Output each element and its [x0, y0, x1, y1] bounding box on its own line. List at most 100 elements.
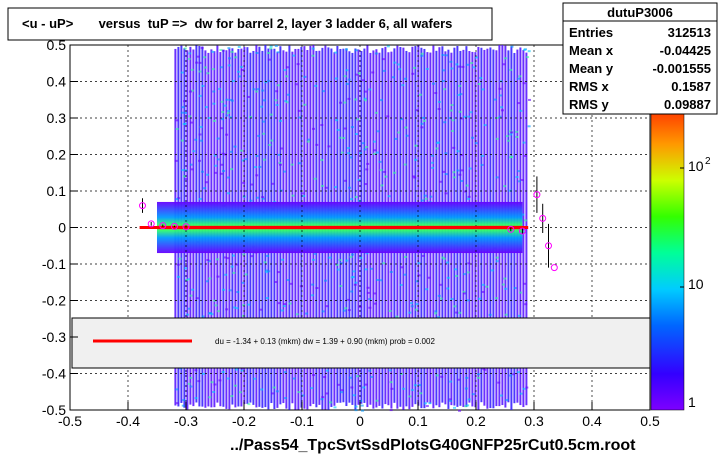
- heat-speck: [188, 52, 192, 55]
- colorbar-label-10: 10: [688, 276, 704, 292]
- heat-speck: [219, 172, 223, 175]
- heat-speck: [280, 309, 284, 312]
- heat-speck: [333, 406, 337, 409]
- heat-speck: [283, 371, 287, 374]
- heat-speck: [450, 297, 454, 300]
- stats-label: RMS x: [569, 79, 610, 94]
- heat-speck: [275, 90, 279, 93]
- heat-speck: [354, 73, 358, 76]
- heat-speck: [234, 56, 238, 59]
- heat-speck: [233, 145, 237, 148]
- heat-speck: [269, 45, 273, 48]
- heat-speck: [461, 65, 465, 68]
- heat-speck: [449, 380, 453, 383]
- colorbar-exponent: 2: [705, 156, 711, 167]
- heat-speck: [338, 259, 342, 262]
- heat-speck: [371, 71, 375, 74]
- heat-speck: [299, 285, 303, 288]
- heat-speck: [382, 69, 386, 72]
- heat-speck: [279, 189, 283, 192]
- heat-speck: [524, 303, 528, 306]
- heat-speck: [223, 256, 227, 259]
- heat-speck: [458, 84, 462, 87]
- heat-speck: [467, 262, 471, 265]
- heat-speck: [354, 195, 358, 198]
- heat-speck: [368, 298, 372, 301]
- heat-speck: [340, 151, 344, 154]
- heat-speck: [361, 142, 365, 145]
- heat-speck: [495, 117, 499, 120]
- heat-speck: [229, 150, 233, 153]
- heat-speck: [435, 374, 439, 377]
- heat-speck: [411, 72, 415, 75]
- heat-speck: [271, 392, 275, 395]
- heat-speck: [420, 126, 424, 129]
- heat-speck: [212, 119, 216, 122]
- heat-speck: [189, 90, 193, 93]
- heat-speck: [365, 168, 369, 171]
- heat-speck: [277, 302, 281, 305]
- heat-speck: [456, 150, 460, 153]
- heat-speck: [361, 409, 365, 412]
- heat-speck: [297, 162, 301, 165]
- heat-speck: [441, 54, 445, 57]
- heat-speck: [350, 198, 354, 201]
- heat-speck: [334, 77, 338, 80]
- heat-speck: [417, 274, 421, 277]
- heat-speck: [225, 114, 229, 117]
- heat-speck: [362, 386, 366, 389]
- heat-speck: [350, 276, 354, 279]
- heat-speck: [451, 129, 455, 132]
- heat-speck: [380, 184, 384, 187]
- heat-speck: [198, 70, 202, 73]
- heat-speck: [445, 261, 449, 264]
- heat-speck: [241, 367, 245, 370]
- heat-speck: [226, 192, 230, 195]
- heat-speck: [283, 303, 287, 306]
- heat-speck: [462, 292, 466, 295]
- heat-speck: [310, 387, 314, 390]
- colorbar-label-100: 10: [688, 158, 704, 174]
- heat-speck: [294, 83, 298, 86]
- heat-speck: [521, 213, 525, 216]
- heat-speck: [182, 399, 186, 402]
- heat-speck: [347, 78, 351, 81]
- heat-speck: [345, 259, 349, 262]
- heat-speck: [295, 313, 299, 316]
- heat-speck: [335, 119, 339, 122]
- heat-speck: [187, 307, 191, 310]
- heat-speck: [415, 280, 419, 283]
- heat-speck: [488, 313, 492, 316]
- heat-speck: [442, 257, 446, 260]
- heat-speck: [226, 257, 230, 260]
- heat-speck: [389, 409, 393, 412]
- x-tick-label: -0.1: [290, 413, 314, 429]
- heat-speck: [368, 369, 372, 372]
- heat-speck: [265, 271, 269, 274]
- heat-speck: [472, 66, 476, 69]
- heat-speck: [373, 302, 377, 305]
- heat-speck: [198, 133, 202, 136]
- heat-speck: [471, 136, 475, 139]
- heat-speck: [213, 154, 217, 157]
- heat-speck: [218, 379, 222, 382]
- heat-speck: [420, 122, 424, 125]
- heat-speck: [322, 90, 326, 93]
- heat-speck: [436, 141, 440, 144]
- stats-value: 312513: [668, 25, 711, 40]
- heat-speck: [242, 304, 246, 307]
- heat-speck: [418, 384, 422, 387]
- heat-speck: [528, 98, 532, 101]
- heat-speck: [174, 159, 178, 162]
- heat-speck: [354, 133, 358, 136]
- heat-speck: [373, 149, 377, 152]
- heat-speck: [501, 283, 505, 286]
- heat-speck: [208, 396, 212, 399]
- heat-speck: [368, 306, 372, 309]
- heat-speck: [386, 115, 390, 118]
- heat-speck: [181, 404, 185, 407]
- heat-speck: [334, 186, 338, 189]
- heat-speck: [183, 47, 187, 50]
- heat-speck: [246, 95, 250, 98]
- heat-speck: [354, 49, 358, 52]
